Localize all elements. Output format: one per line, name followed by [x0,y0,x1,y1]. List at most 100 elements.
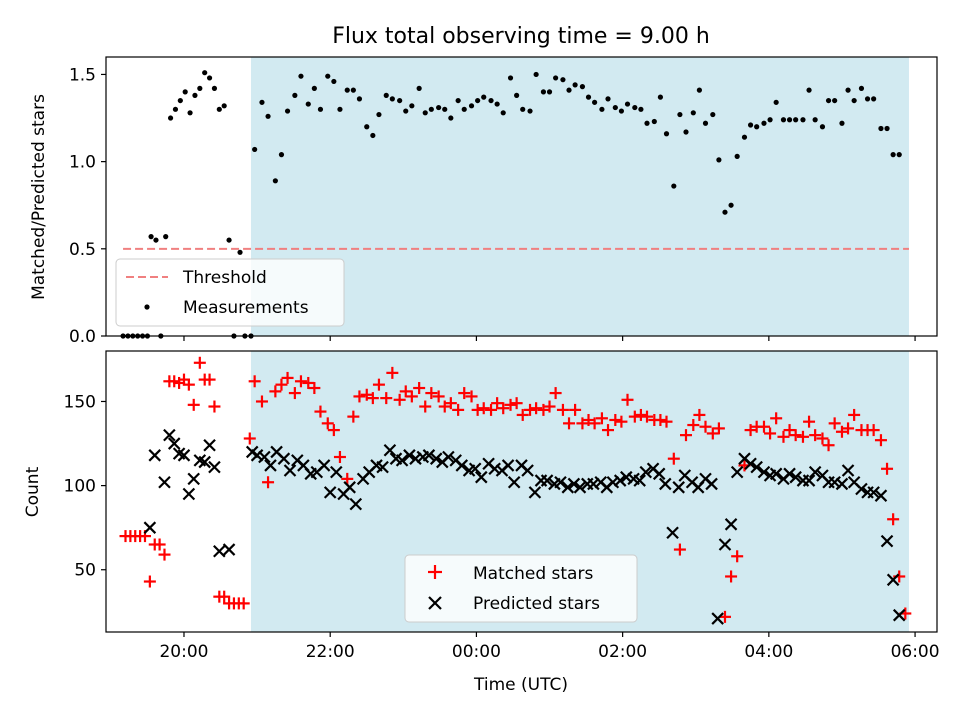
matched-star-marker [269,385,282,398]
ratio-legend: Threshold Measurements [115,258,345,327]
measurement-point [884,125,890,132]
measurement-point [163,234,169,240]
matched-star-marker [588,417,601,430]
predicted-star-marker [867,486,880,499]
predicted-star-marker [203,438,216,452]
measurement-point [812,117,818,123]
matched-star-marker [595,412,608,425]
matched-star-marker [621,393,634,406]
matched-star-marker [667,452,680,465]
measurement-point [500,110,506,116]
matched-star-marker [679,429,692,442]
measurement-point [696,87,702,93]
ratio-x-axis [183,336,916,341]
predicted-star-marker [213,544,226,558]
measurement-point [383,92,389,98]
measurement-point [560,77,566,83]
measurement-point [671,183,677,189]
measurements-legend-swatch [144,304,150,310]
predicted-star-marker [283,464,297,477]
matched-star-marker [576,417,589,430]
measurement-point [364,124,370,130]
measurement-point [337,106,343,112]
predicted-star-marker [501,459,515,472]
matched-star-marker [444,397,457,410]
matched-star-marker [237,597,250,610]
predicted-star-marker [403,449,416,462]
matched-star-marker [218,590,231,603]
count-plot-frame [105,350,938,633]
x-tick-label: 02:00 [598,642,647,662]
count-legend-box [404,554,638,623]
matched-star-marker [321,417,334,430]
measurement-point [612,104,618,111]
measurement-point [305,101,311,107]
matched-star-marker [660,415,673,428]
matched-star-marker [673,543,686,556]
predicted-star-marker [475,470,488,484]
predicted-star-marker [521,464,534,477]
measurement-point [839,120,845,126]
predicted-star-marker [468,462,482,476]
measurement-point [475,97,481,104]
count-y-axis-label: Count [23,466,43,517]
matched-star-marker [687,419,700,432]
predicted-star-marker [874,489,888,502]
measurement-point [890,152,896,158]
predicted-star-marker [376,460,389,474]
ratio-panel: 0.0 0.5 1.0 1.5 Matched/Predicted stars Thr… [29,56,938,347]
measurement-point [153,237,159,243]
ratio-observing-window [250,57,909,336]
matched-star-marker [744,424,757,437]
ratio-y-axis: 0.0 0.5 1.0 1.5 [69,65,106,347]
matched-star-marker [641,410,654,423]
measurement-point [455,97,461,104]
matched-star-marker [393,393,406,406]
measurement-point [311,85,317,91]
matched-star-marker [193,356,206,369]
measurement-point [461,106,467,112]
measurement-point [350,87,356,93]
matched-star-marker [262,476,275,489]
matched-star-marker [182,378,195,391]
matched-star-marker [255,395,268,408]
predicted-star-marker [258,450,271,464]
predicted-star-marker [613,474,627,487]
matched-star-marker [425,387,438,400]
predicted-star-marker [163,428,176,442]
measurement-point [448,115,454,121]
measurement-point [632,104,638,111]
x-tick-label: 22:00 [306,642,355,662]
predicted-star-marker [455,459,469,472]
measurement-point [624,101,631,107]
matched-star-marker [731,550,744,563]
matched-star-marker [725,570,738,583]
measurement-point [767,117,773,123]
predicted-star-marker [705,477,718,491]
matched-star-marker [881,462,894,475]
measurement-point [683,129,689,135]
count-y-axis: 50 100 150 [64,392,106,581]
predicted-star-marker [730,465,744,479]
measurement-point [370,132,376,139]
measurement-point [416,85,422,91]
predicted-star-marker [187,472,201,486]
measurement-point [657,94,664,100]
matched-star-marker [477,402,490,415]
measurement-point [507,75,514,81]
measurement-point [187,110,193,116]
measurement-point [800,117,806,123]
matched-legend-label: Matched stars [473,564,593,584]
measurement-point [553,75,559,81]
measurement-point [845,87,851,93]
measurement-point [832,97,838,104]
matched-star-marker [153,538,166,551]
matched-star-marker [243,432,256,445]
matched-star-marker [809,429,822,442]
predicted-star-marker [855,482,868,496]
predicted-star-marker [587,477,600,491]
matched-star-marker [465,390,478,403]
predicted-star-marker [892,608,906,622]
